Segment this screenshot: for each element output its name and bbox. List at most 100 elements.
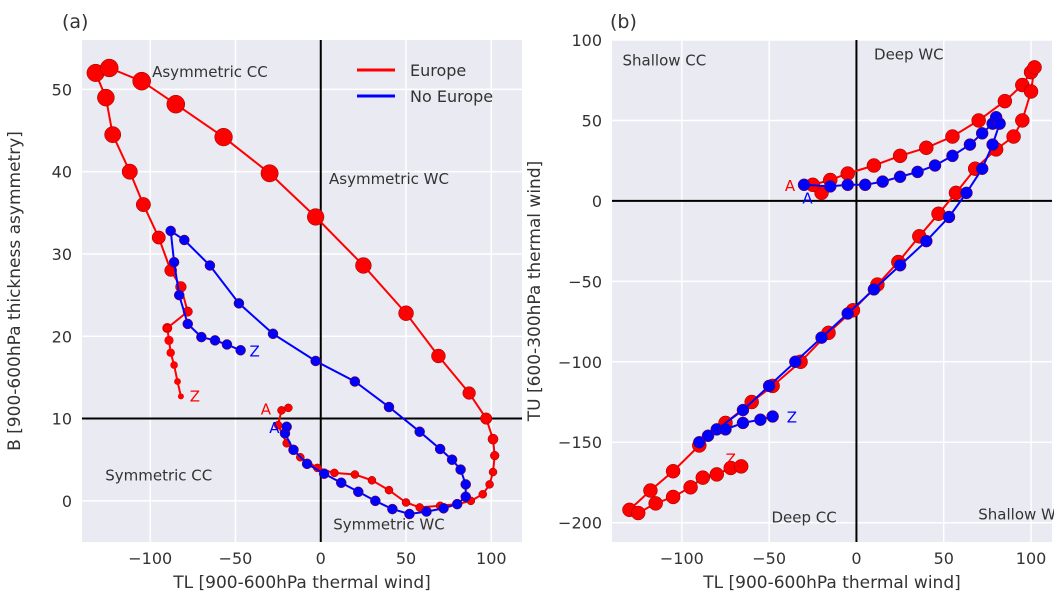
data-point [121,163,138,180]
data-point [330,468,339,478]
data-point [963,138,977,151]
data-point [370,495,381,507]
y-tick-label: 100 [571,31,602,50]
data-point [318,468,330,479]
data-point [478,490,488,499]
data-point [446,454,458,465]
data-point [975,127,989,140]
data-point [919,140,934,156]
series-end-label: Z [726,450,736,468]
legend: Europe No Europe [357,61,493,106]
data-point [911,165,924,179]
y-tick-label: 40 [52,163,72,182]
data-point [166,348,175,357]
data-point [997,93,1013,109]
y-tick-label: 0 [62,492,72,511]
data-point [643,483,658,498]
x-tick-label: 0 [316,549,326,568]
panel-label: (a) [62,11,88,33]
data-point [367,476,377,485]
panel-b: −100 −50 0 50 100 −200 −150 −100 −50 0 50 100 TL [90… [525,11,1054,593]
x-axis-label: TL [900-600hPa thermal wind] [172,573,431,593]
x-axis-label: TL [900-600hPa thermal wind] [702,573,961,593]
y-tick-label: 50 [582,111,602,130]
data-point [179,234,190,246]
quadrant-label: Symmetric WC [333,516,444,534]
quadrant-label: Symmetric CC [105,466,212,484]
data-point [946,149,959,163]
data-point [1023,84,1039,99]
data-point [893,170,907,184]
y-tick-label: 10 [52,410,72,429]
data-point [986,138,999,151]
data-point [288,444,299,456]
data-point [353,486,364,498]
x-tick-label: 50 [396,549,416,568]
data-point [168,256,180,268]
data-point [164,335,174,345]
data-point [866,158,882,173]
series-start-label: A [802,190,813,208]
data-point [349,376,361,387]
y-tick-label: −50 [568,272,602,291]
panel-label: (b) [610,11,637,33]
data-point [163,323,172,333]
data-point [209,335,221,346]
data-point [665,489,681,505]
data-point [174,378,181,385]
series-end-label: Z [787,409,797,427]
data-point [754,413,767,426]
data-point [350,470,360,479]
data-point [301,458,313,470]
data-point [736,416,750,430]
data-point [1015,113,1030,128]
data-point [920,234,933,248]
data-point [100,58,119,78]
data-point [701,429,715,443]
data-point [485,480,494,489]
data-point [648,496,663,511]
y-tick-label: 50 [52,80,72,99]
data-point [971,113,986,128]
y-tick-label: 20 [52,327,72,346]
data-point [867,283,881,296]
data-point [945,129,960,144]
data-point [260,164,279,183]
quadrant-label: Asymmetric WC [329,170,449,188]
x-tick-label: 0 [851,549,861,568]
y-tick-label: −150 [558,433,602,452]
quadrant-label: Shallow WC [978,505,1054,523]
series-start-label: A [269,419,280,437]
data-point [165,225,176,237]
data-point [170,361,178,369]
data-point [166,94,186,114]
data-point [421,506,432,517]
x-tick-label: −50 [219,549,253,568]
y-axis-label: TU [600-300hPa thermal wind] [525,161,545,423]
data-point [335,477,347,488]
data-point [876,175,889,188]
data-point [487,433,499,445]
data-point [695,470,711,485]
data-point [892,148,908,164]
data-point [434,443,446,455]
data-point [960,186,973,200]
data-point [204,260,216,271]
data-point [104,126,122,144]
data-point [841,307,854,320]
legend-label: No Europe [410,87,493,106]
data-point [214,128,233,147]
data-point [404,508,415,520]
data-point [841,178,854,192]
data-point [307,208,325,226]
data-point [975,162,989,175]
data-point [135,197,151,213]
data-point [414,426,425,437]
data-point [438,503,449,514]
data-point [736,403,750,417]
data-point [993,117,1006,130]
data-point [151,230,166,245]
data-point [398,305,414,321]
x-tick-label: −100 [660,549,704,568]
y-axis-label: B [900-600hPa thickness asymmetry] [5,131,25,451]
